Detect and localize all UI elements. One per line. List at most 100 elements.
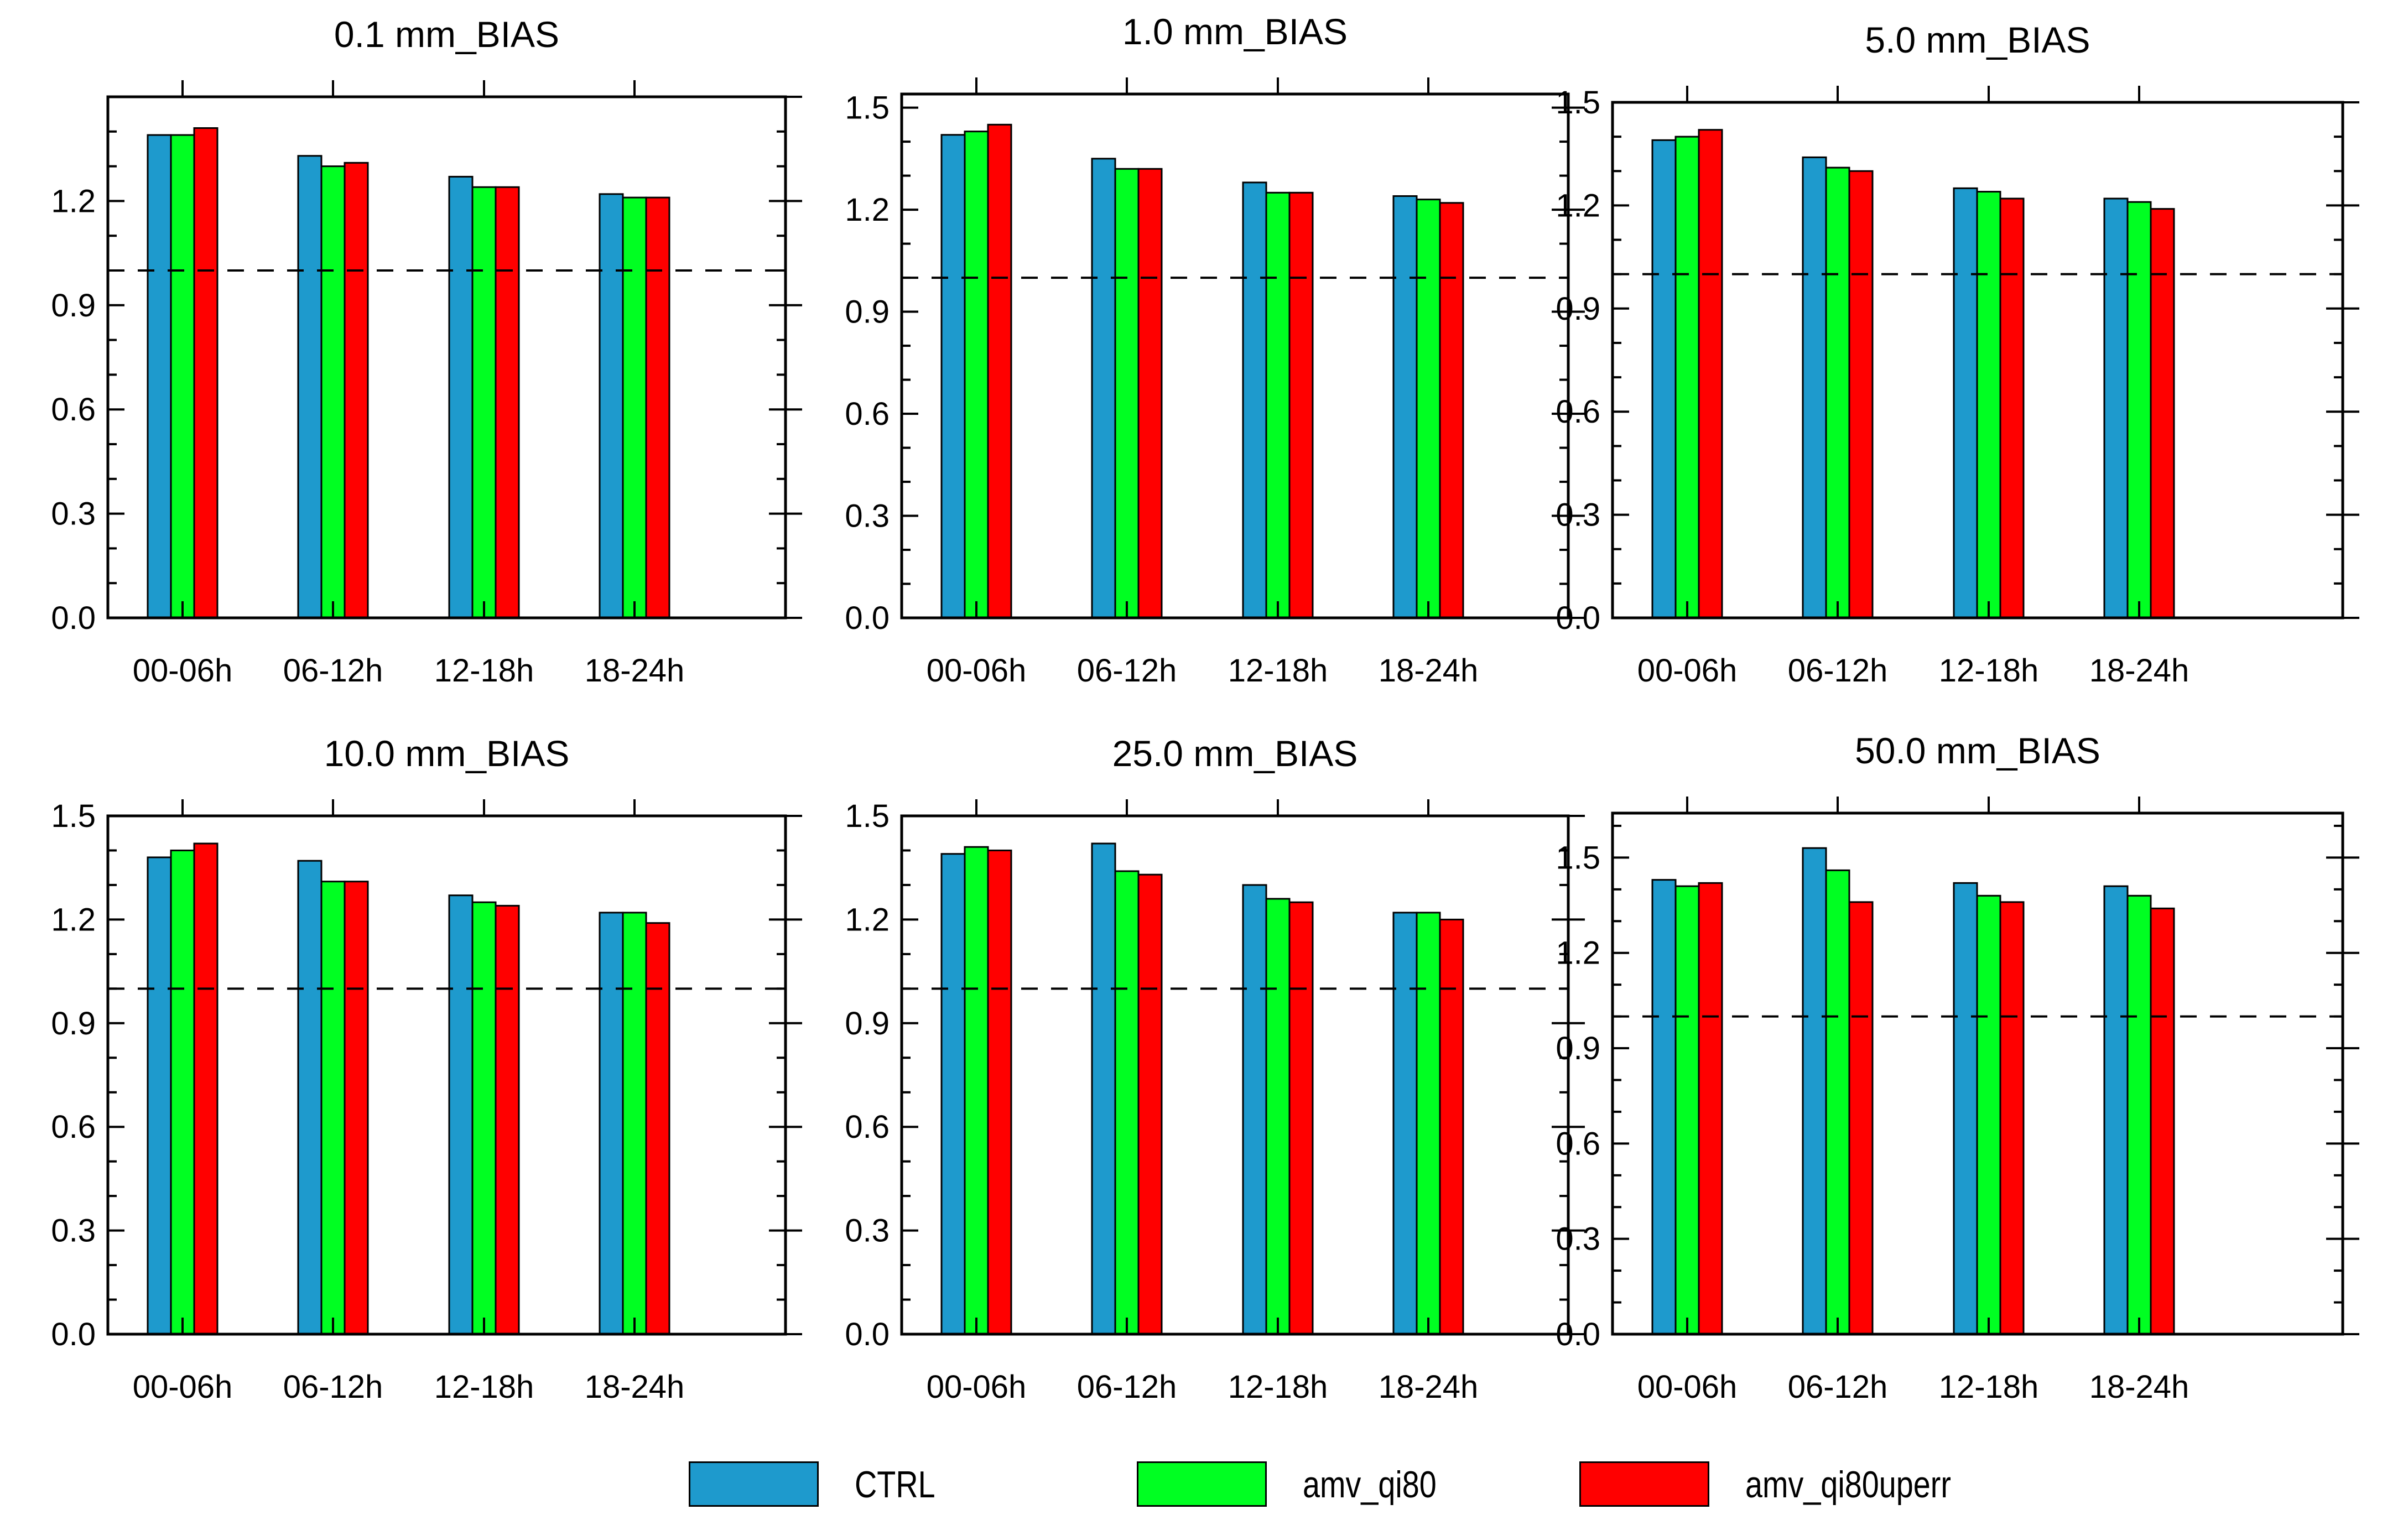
chart-title: 10.0 mm_BIAS — [324, 733, 570, 774]
y-tick-label: 0.3 — [1556, 497, 1600, 533]
bar-amv-qi80uperr-06-12h — [1848, 901, 1874, 1335]
y-tick-label: 1.5 — [1556, 85, 1600, 121]
y-tick-label: 0.9 — [51, 288, 96, 324]
bar-amv-qi80uperr-00-06h — [1698, 129, 1723, 619]
x-tick-label: 00-06h — [927, 653, 1027, 689]
x-tick-label: 00-06h — [1637, 1369, 1738, 1405]
chart-title: 0.1 mm_BIAS — [334, 14, 559, 55]
y-tick-label: 0.3 — [845, 1213, 890, 1249]
y-tick-label: 0.6 — [51, 392, 96, 428]
bar-ctrl-06-12h — [1802, 156, 1827, 619]
bar-amv-qi80-00-06h — [1674, 885, 1700, 1335]
bar-amv-qi80uperr-00-06h — [987, 123, 1012, 619]
plot-frame — [900, 814, 1570, 1336]
y-tick-label: 0.0 — [1556, 600, 1600, 636]
y-tick-label: 0.3 — [845, 498, 890, 534]
legend-label-ctrl: CTRL — [855, 1464, 935, 1506]
x-tick-label: 06-12h — [283, 653, 383, 689]
y-tick-label: 1.5 — [845, 90, 890, 126]
legend-swatch-amv-qi80 — [1137, 1461, 1267, 1507]
y-tick-label: 1.2 — [51, 183, 96, 219]
x-tick-label: 06-12h — [1077, 1369, 1177, 1405]
x-tick-label: 12-18h — [1939, 1369, 2039, 1405]
bar-amv-qi80uperr-18-24h — [2150, 208, 2175, 619]
y-tick-label: 1.2 — [51, 902, 96, 938]
legend-swatch-ctrl — [689, 1461, 819, 1507]
chart-title: 50.0 mm_BIAS — [1855, 730, 2100, 771]
bar-ctrl-12-18h — [1242, 884, 1267, 1335]
y-tick-label: 1.2 — [1556, 188, 1600, 223]
bar-amv-qi80-12-18h — [1976, 894, 2001, 1335]
x-tick-label: 06-12h — [283, 1369, 383, 1405]
x-tick-label: 18-24h — [2089, 1369, 2189, 1405]
bar-ctrl-00-06h — [1651, 139, 1677, 619]
bar-amv-qi80uperr-00-06h — [193, 842, 219, 1335]
bar-amv-qi80uperr-18-24h — [1439, 202, 1464, 619]
y-tick-label: 0.3 — [1556, 1221, 1600, 1257]
bar-amv-qi80uperr-18-24h — [645, 196, 670, 619]
bar-amv-qi80-18-24h — [2126, 201, 2152, 619]
y-tick-label: 1.5 — [1556, 840, 1600, 876]
bar-amv-qi80uperr-00-06h — [1698, 882, 1723, 1335]
y-tick-label: 0.0 — [51, 1316, 96, 1352]
x-tick-label: 12-18h — [434, 653, 534, 689]
x-tick-label: 18-24h — [585, 653, 685, 689]
x-tick-label: 18-24h — [1379, 653, 1479, 689]
y-tick-label: 0.0 — [845, 1316, 890, 1352]
bar-ctrl-18-24h — [2103, 885, 2129, 1335]
bar-amv-qi80-00-06h — [170, 849, 195, 1335]
x-tick-label: 18-24h — [1379, 1369, 1479, 1405]
x-tick-label: 06-12h — [1788, 1369, 1888, 1405]
legend: CTRL amv_qi80 amv_qi80uperr — [0, 1455, 2408, 1510]
y-tick-label: 0.0 — [51, 600, 96, 636]
plot-frame — [900, 92, 1570, 620]
bar-ctrl-06-12h — [1802, 847, 1827, 1335]
bar-ctrl-12-18h — [448, 175, 474, 619]
x-tick-label: 00-06h — [927, 1369, 1027, 1405]
x-tick-label: 12-18h — [1228, 1369, 1328, 1405]
y-tick-label: 1.2 — [845, 902, 890, 938]
bar-ctrl-12-18h — [448, 894, 474, 1335]
plot-frame — [106, 95, 787, 620]
bar-amv-qi80uperr-18-24h — [2150, 907, 2175, 1335]
y-tick-label: 1.2 — [845, 192, 890, 228]
bar-amv-qi80uperr-12-18h — [495, 186, 520, 619]
bar-amv-qi80uperr-12-18h — [1999, 901, 2025, 1335]
y-tick-label: 0.9 — [1556, 1030, 1600, 1066]
bar-amv-qi80-06-12h — [320, 881, 346, 1335]
chart-panel-2: 1.0 mm_BIAS 0.0 0.3 0.6 0.9 1.2 1.5 00-06h 06-12… — [845, 11, 1585, 689]
bar-amv-qi80-12-18h — [1265, 898, 1291, 1335]
bar-amv-qi80-18-24h — [622, 912, 647, 1335]
bar-ctrl-18-24h — [1392, 912, 1418, 1335]
y-tick-label: 0.6 — [51, 1109, 96, 1145]
y-tick-label: 0.6 — [845, 396, 890, 432]
bar-amv-qi80uperr-06-12h — [1137, 168, 1163, 619]
bar-amv-qi80uperr-18-24h — [1439, 918, 1464, 1335]
bar-ctrl-18-24h — [599, 912, 624, 1335]
x-tick-label: 06-12h — [1077, 653, 1177, 689]
bar-amv-qi80-00-06h — [1674, 136, 1700, 619]
bar-amv-qi80uperr-00-06h — [193, 127, 219, 619]
y-tick-label: 0.9 — [51, 1006, 96, 1042]
bar-amv-qi80-06-12h — [1114, 168, 1140, 619]
x-tick-label: 12-18h — [434, 1369, 534, 1405]
chart-title: 25.0 mm_BIAS — [1112, 733, 1358, 774]
chart-title: 5.0 mm_BIAS — [1865, 19, 2090, 60]
bar-amv-qi80-18-24h — [1416, 912, 1441, 1335]
y-tick-label: 0.9 — [1556, 291, 1600, 327]
bar-ctrl-12-18h — [1242, 181, 1267, 619]
bar-amv-qi80-00-06h — [964, 131, 989, 619]
y-tick-label: 0.0 — [845, 600, 890, 636]
bar-amv-qi80-18-24h — [2126, 894, 2152, 1335]
bar-amv-qi80-12-18h — [1976, 191, 2001, 619]
bar-ctrl-06-12h — [297, 860, 323, 1335]
bar-ctrl-18-24h — [1392, 195, 1418, 619]
bar-amv-qi80uperr-06-12h — [1137, 873, 1163, 1335]
x-tick-label: 00-06h — [133, 1369, 233, 1405]
x-tick-label: 00-06h — [133, 653, 233, 689]
bar-ctrl-00-06h — [940, 853, 966, 1335]
chart-title: 1.0 mm_BIAS — [1122, 11, 1348, 52]
bar-amv-qi80-06-12h — [1114, 870, 1140, 1335]
y-tick-label: 0.6 — [1556, 1126, 1600, 1162]
legend-swatch-amv-qi80uperr — [1579, 1461, 1709, 1507]
